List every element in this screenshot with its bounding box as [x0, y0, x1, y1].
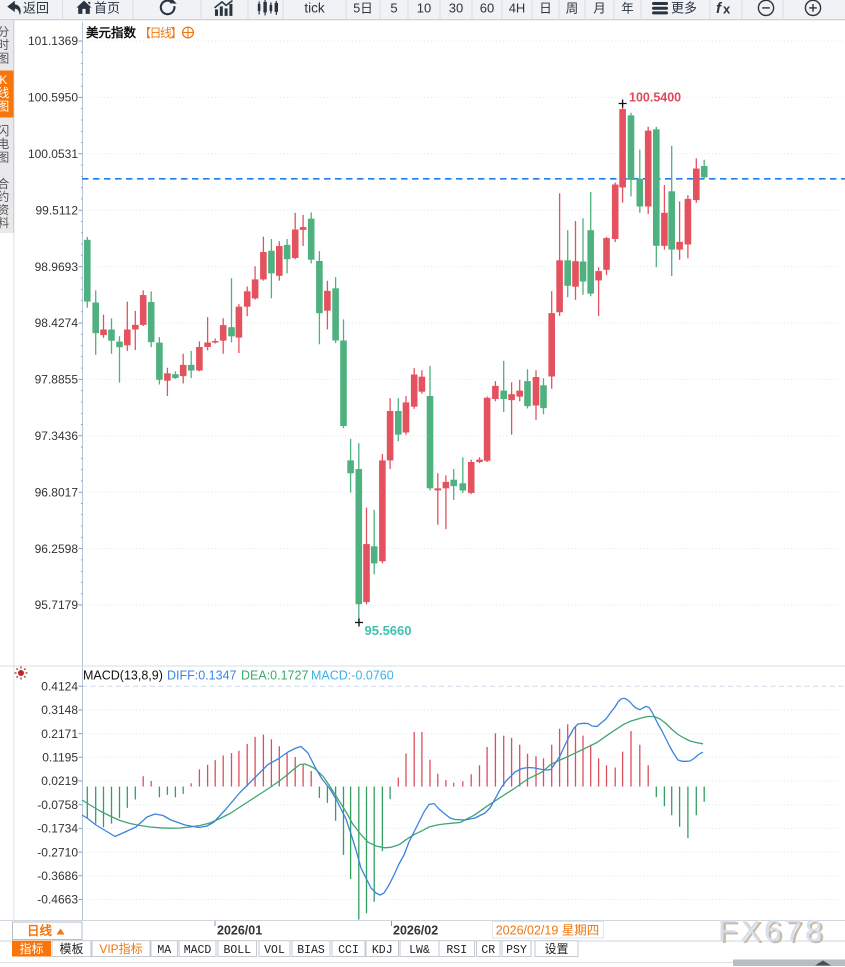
svg-text:LW&: LW&	[409, 944, 430, 957]
svg-text:2026/02: 2026/02	[393, 924, 438, 938]
svg-text:美元指数: 美元指数	[86, 25, 137, 40]
svg-text:时: 时	[0, 38, 9, 52]
svg-text:97.3436: 97.3436	[35, 429, 79, 443]
svg-text:-0.3686: -0.3686	[37, 869, 78, 883]
svg-text:-0.4663: -0.4663	[37, 893, 78, 907]
svg-text:合: 合	[0, 176, 9, 191]
svg-text:RSI: RSI	[446, 944, 467, 957]
svg-text:图: 图	[0, 51, 9, 65]
svg-text:DIFF:0.1347: DIFF:0.1347	[167, 669, 237, 683]
svg-text:料: 料	[0, 216, 9, 230]
svg-text:约: 约	[0, 189, 9, 204]
svg-text:资: 资	[0, 203, 9, 217]
svg-text:FX678: FX678	[718, 913, 825, 948]
svg-text:设置: 设置	[544, 942, 568, 956]
svg-text:PSY: PSY	[506, 944, 527, 957]
svg-text:电: 电	[0, 137, 9, 151]
svg-text:K: K	[0, 73, 7, 87]
svg-text:97.8855: 97.8855	[35, 373, 79, 387]
svg-text:-0.1734: -0.1734	[37, 822, 78, 836]
svg-text:【日线】: 【日线】	[139, 26, 181, 40]
svg-text:30: 30	[449, 0, 463, 15]
svg-text:0.2171: 0.2171	[41, 727, 78, 741]
svg-text:tick: tick	[304, 0, 325, 15]
svg-text:100.5950: 100.5950	[28, 91, 78, 105]
svg-text:月: 月	[593, 1, 606, 15]
svg-text:-0.2710: -0.2710	[37, 845, 78, 859]
svg-text:101.1369: 101.1369	[28, 34, 78, 48]
svg-text:2026/02/19 星期四: 2026/02/19 星期四	[496, 924, 600, 938]
svg-text:60: 60	[480, 0, 494, 15]
svg-text:4H: 4H	[509, 0, 526, 15]
svg-text:MACD: MACD	[184, 944, 212, 957]
svg-text:96.8017: 96.8017	[35, 485, 79, 499]
svg-text:线: 线	[0, 86, 9, 100]
svg-text:100.0531: 100.0531	[28, 147, 78, 161]
svg-text:周: 周	[566, 1, 579, 15]
svg-text:0.1195: 0.1195	[42, 751, 78, 765]
svg-text:99.5112: 99.5112	[36, 203, 79, 217]
svg-text:FX678: FX678	[721, 915, 828, 950]
svg-text:5: 5	[390, 0, 397, 15]
svg-text:MACD(13,8,9): MACD(13,8,9)	[83, 669, 163, 683]
svg-text:CCI: CCI	[338, 944, 359, 957]
svg-text:更多: 更多	[671, 0, 697, 15]
svg-text:f: f	[716, 0, 723, 17]
svg-text:首页: 首页	[94, 0, 120, 15]
svg-text:10: 10	[417, 0, 431, 15]
svg-text:CR: CR	[481, 944, 495, 957]
svg-text:-0.0758: -0.0758	[37, 798, 78, 812]
svg-text:指标: 指标	[19, 941, 43, 956]
svg-text:闪: 闪	[0, 124, 9, 138]
svg-text:分: 分	[0, 25, 9, 39]
svg-text:DEA:0.1727: DEA:0.1727	[241, 669, 308, 683]
svg-text:0.3148: 0.3148	[41, 703, 78, 717]
svg-text:MACD:-0.0760: MACD:-0.0760	[311, 669, 394, 683]
svg-text:x: x	[723, 1, 731, 16]
svg-text:100.5400: 100.5400	[629, 91, 681, 105]
svg-text:KDJ: KDJ	[372, 944, 393, 957]
svg-text:98.9693: 98.9693	[35, 260, 79, 274]
svg-text:BOLL: BOLL	[223, 944, 251, 957]
svg-text:MA: MA	[157, 944, 171, 957]
svg-text:0.0219: 0.0219	[41, 774, 78, 788]
svg-text:日线: 日线	[27, 923, 53, 938]
svg-text:年: 年	[621, 1, 634, 15]
svg-text:日: 日	[539, 1, 552, 15]
svg-text:2026/01: 2026/01	[217, 924, 262, 938]
svg-text:VIP指标: VIP指标	[99, 941, 142, 956]
svg-text:0.4124: 0.4124	[41, 679, 78, 693]
svg-text:图: 图	[0, 150, 9, 164]
svg-text:98.4274: 98.4274	[35, 316, 79, 330]
svg-text:95.7179: 95.7179	[35, 598, 79, 612]
svg-text:VOL: VOL	[264, 944, 285, 957]
svg-text:返回: 返回	[23, 0, 49, 15]
svg-text:96.2598: 96.2598	[35, 542, 79, 556]
svg-text:95.5660: 95.5660	[365, 623, 412, 638]
svg-text:5日: 5日	[353, 1, 372, 15]
svg-text:模板: 模板	[59, 942, 83, 956]
svg-text:图: 图	[0, 99, 9, 113]
svg-text:BIAS: BIAS	[297, 944, 325, 957]
